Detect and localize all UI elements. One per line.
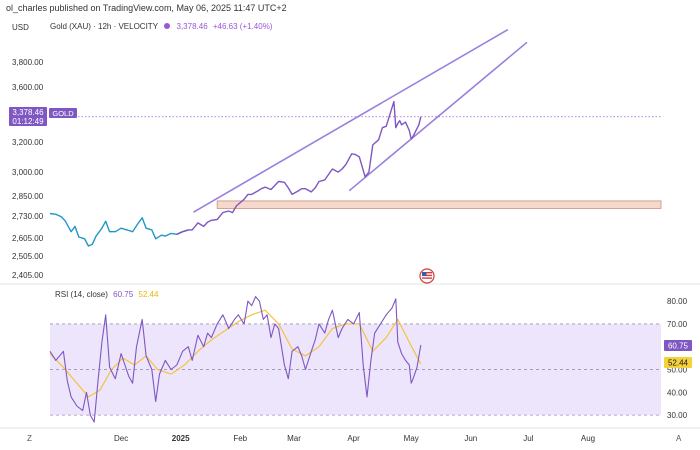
price-series [49,100,422,247]
time-axis-tick-4: Apr [347,434,360,443]
rsi-legend-value: 60.75 [113,290,134,299]
rsi-legend[interactable]: RSI (14, close) 60.75 52.44 [55,290,158,299]
corner-z-label[interactable]: Z [27,434,32,443]
channel-line-1 [348,41,528,192]
price-axis-tick-6: 2,605.00 [12,234,44,243]
price-axis-tick-5: 2,730.00 [12,212,44,221]
price-axis-tick-4: 2,850.00 [12,192,44,201]
legend-symbol: Gold (XAU) · 12h · VELOCITY [50,22,159,31]
rsi-legend-ma-value: 52.44 [138,290,159,299]
rsi-axis-tick-3: 40.00 [667,388,688,397]
price-line-segment-blue [49,212,189,247]
support-zone[interactable] [216,200,662,209]
channel-lines[interactable] [193,29,528,213]
time-axis-tick-2: Feb [233,434,247,443]
price-axis-tick-7: 2,505.00 [12,252,44,261]
rsi-line [49,296,422,423]
rsi-legend-name: RSI (14, close) [55,290,108,299]
last-price-tag-value: 3,378.46 [12,108,44,117]
rsi-value-tag: 60.75 [664,340,692,351]
corner-a-label[interactable]: A [676,434,682,443]
time-axis[interactable]: Dec 2025 Feb Mar Apr May Jun Jul Aug [114,434,595,443]
price-axis-tick-1: 3,600.00 [12,83,44,92]
time-axis-tick-6: Jun [464,434,477,443]
time-axis-tick-8: Aug [581,434,595,443]
publisher-line: ol_charles published on TradingView.com,… [6,3,287,13]
rsi-axis[interactable]: 80.00 70.00 50.00 40.00 30.00 [667,297,688,420]
time-axis-tick-7: Jul [523,434,533,443]
price-line-segment-purple [176,100,422,235]
rsi-axis-tick-4: 30.00 [667,411,688,420]
rsi-axis-tick-1: 70.00 [667,320,688,329]
last-price-tag: 3,378.46 01:12:49 GOLD [9,107,77,126]
time-axis-tick-3: Mar [287,434,301,443]
rsi-ma-tag-text: 52.44 [668,359,689,368]
time-axis-tick-5: May [404,434,419,443]
last-price-tag-label: GOLD [52,109,74,118]
time-axis-tick-0: Dec [114,434,128,443]
currency-label: USD [12,23,29,32]
price-axis[interactable]: 3,800.00 3,600.00 3,200.00 3,000.00 2,850.00… [12,58,44,280]
price-axis-tick-8: 2,405.00 [12,271,44,280]
legend-change: +46.63 (+1.40%) [212,22,273,31]
channel-line-0 [193,29,509,213]
rsi-ma-tag: 52.44 [664,357,692,368]
chart-legend[interactable]: Gold (XAU) · 12h · VELOCITY 3,378.46 +46… [50,22,275,31]
rsi-ma-line [49,309,422,398]
rsi-axis-tick-0: 80.00 [667,297,688,306]
price-axis-tick-3: 3,000.00 [12,168,44,177]
market-status-dot-icon [164,23,171,29]
us-flag-event-icon[interactable] [419,268,435,284]
rsi-value-tag-text: 60.75 [668,342,689,351]
price-axis-tick-2: 3,200.00 [12,138,44,147]
legend-price: 3,378.46 [176,22,208,31]
time-axis-tick-1: 2025 [172,434,190,443]
rsi-axis-tick-2: 50.00 [667,366,688,375]
last-price-tag-timer: 01:12:49 [12,117,44,126]
rsi-series [49,296,422,423]
price-axis-tick-0: 3,800.00 [12,58,44,67]
